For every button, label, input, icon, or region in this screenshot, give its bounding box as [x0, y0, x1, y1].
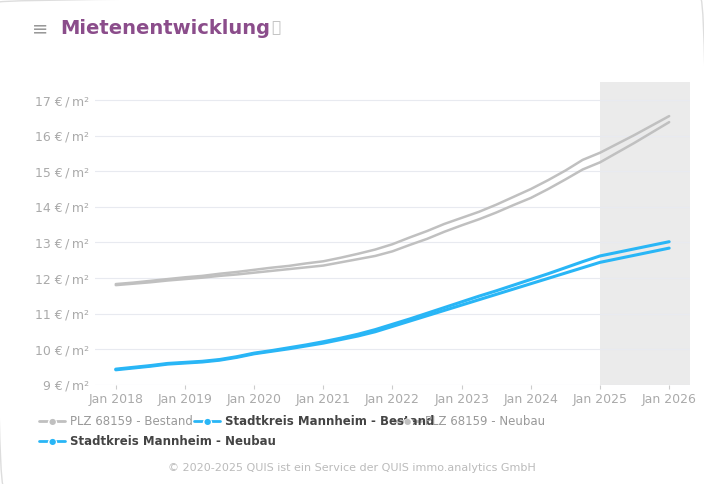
Text: Stadtkreis Mannheim - Neubau: Stadtkreis Mannheim - Neubau [70, 435, 275, 448]
Text: ●: ● [203, 417, 210, 425]
Text: ●: ● [46, 415, 58, 427]
Text: © 2020-2025 QUIS ist ein Service der QUIS immo.analytics GmbH: © 2020-2025 QUIS ist ein Service der QUI… [168, 463, 536, 473]
Bar [600, 82, 690, 385]
Text: PLZ 68159 - Bestand: PLZ 68159 - Bestand [70, 415, 193, 427]
Text: Stadtkreis Mannheim - Bestand: Stadtkreis Mannheim - Bestand [225, 415, 434, 427]
Text: ≡: ≡ [32, 19, 48, 38]
Text: Mietenentwicklung: Mietenentwicklung [60, 19, 270, 38]
Text: ●: ● [49, 437, 56, 446]
Text: ●: ● [404, 417, 411, 425]
Text: ⓘ: ⓘ [271, 20, 280, 35]
Text: ●: ● [49, 417, 56, 425]
Text: PLZ 68159 - Neubau: PLZ 68159 - Neubau [425, 415, 546, 427]
Text: ●: ● [46, 435, 58, 448]
Text: ●: ● [402, 415, 413, 427]
Text: ●: ● [201, 415, 213, 427]
